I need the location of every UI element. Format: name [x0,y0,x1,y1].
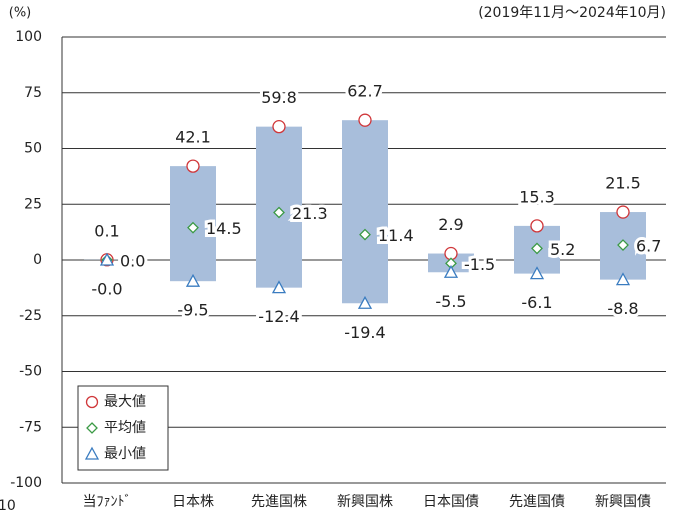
value-label: 21.5 [605,174,641,193]
max-marker [359,114,371,126]
max-marker [531,220,543,232]
max-marker [617,206,629,218]
value-label: 0.1 [94,221,119,240]
value-label: 0.0 [120,252,145,271]
value-label: 15.3 [519,187,555,206]
y-tick-label: 100 [15,29,42,45]
legend-marker [87,397,98,408]
value-label: 59.8 [261,88,297,107]
x-tick-label: 日本株 [172,494,214,510]
max-marker [273,121,285,133]
x-tick-label: 新興国株 [337,494,393,510]
value-label: 6.7 [636,237,661,256]
value-label: 42.1 [175,128,211,147]
value-label: 5.2 [550,240,575,259]
y-tick-label: 50 [24,141,42,157]
value-label: 21.3 [292,204,328,223]
y-tick-label: -75 [19,419,42,435]
legend-label: 最大値 [104,394,146,410]
period-label: (2019年11月～2024年10月) [478,5,666,21]
x-tick-label: 新興国債 [595,494,651,510]
y-tick-label: 0 [33,252,42,268]
unit-label: (%) [9,6,32,21]
x-tick-label: 先進国債 [509,494,565,510]
value-label: 2.9 [438,215,463,234]
range-bar [342,120,388,303]
value-label: -6.1 [521,293,552,312]
value-label: -1.5 [464,255,495,274]
corner-fragment: 10 [0,498,16,514]
legend-label: 平均値 [104,420,146,436]
y-tick-label: -50 [19,364,42,380]
max-marker [187,160,199,172]
value-label: 11.4 [378,226,414,245]
value-label: -0.0 [91,280,122,299]
y-tick-label: 75 [24,85,42,101]
value-label: -12.4 [258,307,299,326]
y-tick-label: -100 [10,475,42,491]
x-tick-label: 先進国株 [251,494,307,510]
y-tick-label: 25 [24,196,42,212]
value-label: 14.5 [206,219,242,238]
value-label: 62.7 [347,82,383,101]
value-label: -19.4 [344,323,385,342]
legend-label: 最小値 [104,446,146,462]
y-tick-label: -25 [19,308,42,324]
value-label: -5.5 [435,292,466,311]
x-tick-label: 当ﾌｧﾝﾄﾞ [83,494,132,510]
x-tick-label: 日本国債 [423,494,479,510]
value-label: -8.8 [607,299,638,318]
value-label: -9.5 [177,301,208,320]
